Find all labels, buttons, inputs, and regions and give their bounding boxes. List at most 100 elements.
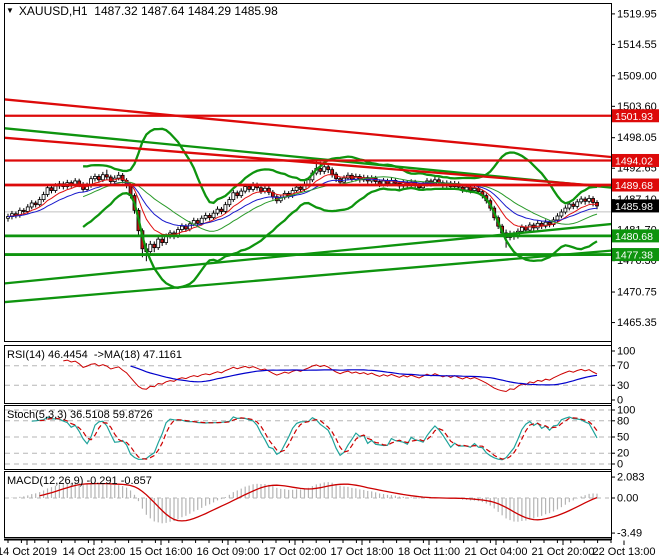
candle-body (215, 208, 220, 214)
candle-body (53, 185, 58, 191)
bollinger-upper-band[interactable] (83, 127, 598, 205)
candle-body (571, 203, 576, 207)
candle-body (298, 186, 303, 190)
candle-body (472, 187, 477, 191)
time-tick-label: 15 Oct 16:00 (130, 546, 193, 558)
price-tag (612, 229, 659, 243)
price-tag-label: 1477.38 (615, 250, 653, 262)
rsi-label: RSI(14) 46.4454 ->MA(18) 47.1161 (7, 349, 182, 361)
price-tag-label: 1485.98 (615, 201, 653, 213)
macd-pane[interactable] (5, 482, 611, 524)
candle-body (567, 203, 572, 209)
candle-body (591, 198, 595, 203)
price-tag (612, 199, 659, 213)
rsi-tick-label: 100 (617, 346, 635, 358)
time-tick-label: 17 Oct 02:00 (264, 546, 327, 558)
rsi-tick-label: 30 (617, 380, 629, 392)
candle-body (322, 166, 327, 172)
candle-body (527, 224, 532, 231)
price-axis[interactable]: 1519.951514.551509.001503.601498.051492.… (611, 8, 660, 540)
candle-body (519, 226, 524, 232)
price-tick-label: 1519.95 (617, 8, 657, 20)
time-tick-label: 21 Oct 20:00 (532, 546, 595, 558)
candle-body (116, 174, 121, 179)
candle-body (259, 187, 263, 192)
moving-average-line (7, 174, 598, 236)
stoch-tick-label: 20 (617, 448, 629, 460)
time-tick-label: 14 Oct 23:00 (63, 546, 126, 558)
trendline[interactable] (0, 136, 602, 188)
candle-body (148, 243, 153, 253)
candle-body (318, 168, 323, 172)
time-tick-label: 22 Oct 13:00 (593, 546, 656, 558)
price-tag (612, 248, 659, 262)
macd-label: MACD(12,26,9) -0.291 -0.857 (7, 475, 152, 487)
time-axis[interactable]: 14 Oct 2019 14 Oct 23:00 15 Oct 16:00 16 Oc… (0, 538, 656, 559)
candle-body (559, 211, 564, 217)
price-tag (612, 109, 659, 123)
candle-body (120, 174, 125, 181)
rsi-tick-label: 70 (617, 360, 629, 372)
symbol-dropdown-icon[interactable]: ▼ (6, 6, 14, 15)
candle-body (199, 217, 204, 224)
price-tag-label: 1480.68 (615, 231, 653, 243)
candle-body (41, 194, 46, 201)
candle-body (93, 176, 97, 180)
main-chart-pane[interactable] (0, 98, 613, 304)
price-tag-label: 1489.68 (615, 180, 653, 192)
macd-tick-label: 0.00 (617, 493, 638, 505)
candle-body (100, 174, 105, 181)
candle-body (108, 176, 113, 182)
candle-body (156, 238, 161, 249)
time-tick-label: 17 Oct 18:00 (331, 546, 394, 558)
candle-body (523, 226, 528, 231)
candle-body (195, 220, 200, 224)
candle-body (247, 186, 252, 190)
stoch-tick-label: 80 (617, 415, 629, 427)
candle-body (227, 199, 232, 206)
candle-body (587, 198, 591, 202)
candle-body (49, 187, 54, 191)
stoch-label: Stoch(5,3,3) 36.5108 59.8726 (7, 409, 153, 421)
time-tick-label: 18 Oct 11:00 (398, 546, 460, 558)
price-tag (612, 153, 659, 167)
candle-body (183, 225, 188, 230)
price-tag-label: 1501.93 (615, 111, 653, 123)
candle-body (579, 198, 584, 203)
candle-body (29, 202, 34, 208)
trendline[interactable] (0, 249, 613, 304)
trendline[interactable] (0, 98, 613, 159)
candle-body (37, 199, 42, 206)
candle-body (231, 192, 236, 201)
candle-body (575, 201, 580, 207)
rsi-pane[interactable] (5, 359, 611, 393)
candle-body (160, 238, 165, 243)
stochastic-pane[interactable] (5, 409, 611, 465)
candle-body (239, 190, 244, 197)
chart-title-bar: ▼ XAUUSD,H1 1487.32 1487.64 1484.29 1485… (6, 5, 278, 17)
rsi-line (63, 359, 598, 393)
rsi-tick-label: 0 (617, 395, 623, 407)
time-tick-label: 14 Oct 2019 (0, 546, 57, 558)
candle-body (235, 192, 240, 197)
candle-body (104, 174, 109, 178)
candle-body (266, 187, 271, 193)
candle-body (563, 207, 568, 213)
rsi-ma-line (130, 365, 598, 386)
candle-body (187, 223, 192, 230)
macd-signal-line (39, 482, 598, 522)
price-tag (612, 178, 659, 192)
candle-body (330, 169, 335, 175)
bollinger-lower-band[interactable] (82, 186, 598, 289)
chart-title: XAUUSD,H1 1487.32 1487.64 1484.29 1485.9… (18, 4, 278, 18)
macd-tick-label: -3.49 (617, 528, 642, 540)
candle-body (45, 187, 50, 195)
candle-body (33, 202, 38, 206)
macd-tick-label: 2.083 (617, 472, 645, 484)
price-tick-label: 1470.75 (617, 287, 657, 299)
candle-body (21, 209, 26, 212)
price-tick-label: 1514.55 (617, 39, 657, 51)
candle-body (223, 204, 228, 212)
